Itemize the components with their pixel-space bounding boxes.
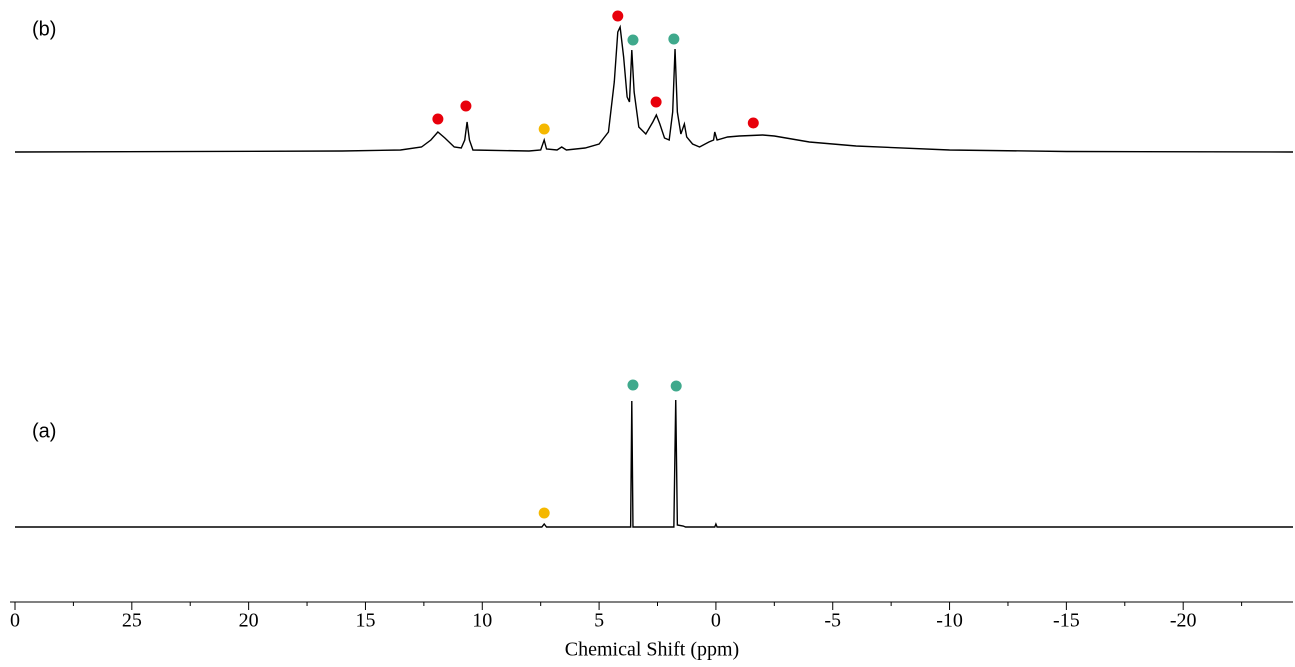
panel-label: (b): [32, 18, 56, 40]
x-tick-label: 25: [122, 610, 142, 632]
peak-marker: [670, 380, 682, 392]
peak-marker: [432, 113, 444, 125]
peak-marker: [627, 379, 639, 391]
panel-label: (a): [32, 420, 56, 442]
peak-marker: [650, 96, 662, 108]
x-axis-label: Chemical Shift (ppm): [565, 639, 739, 661]
peak-marker: [460, 100, 472, 112]
peak-marker: [747, 117, 759, 129]
x-tick-label: -20: [1170, 610, 1197, 632]
spectrum-line: [15, 399, 1293, 528]
x-tick-label: -10: [936, 610, 963, 632]
peak-marker: [668, 33, 680, 45]
x-tick-label: 15: [355, 610, 375, 632]
peak-marker: [612, 10, 624, 22]
peak-marker: [538, 507, 550, 519]
x-tick-label: 0: [10, 610, 20, 632]
x-tick-label: 20: [239, 610, 259, 632]
spectrum-line: [14, 24, 1294, 153]
x-tick-label: 10: [472, 610, 492, 632]
peak-marker: [627, 34, 639, 46]
x-tick-label: -15: [1053, 610, 1080, 632]
x-tick-label: -5: [824, 610, 841, 632]
x-tick-label: 5: [594, 610, 604, 632]
peak-marker: [538, 123, 550, 135]
x-tick-label: 0: [711, 610, 721, 632]
